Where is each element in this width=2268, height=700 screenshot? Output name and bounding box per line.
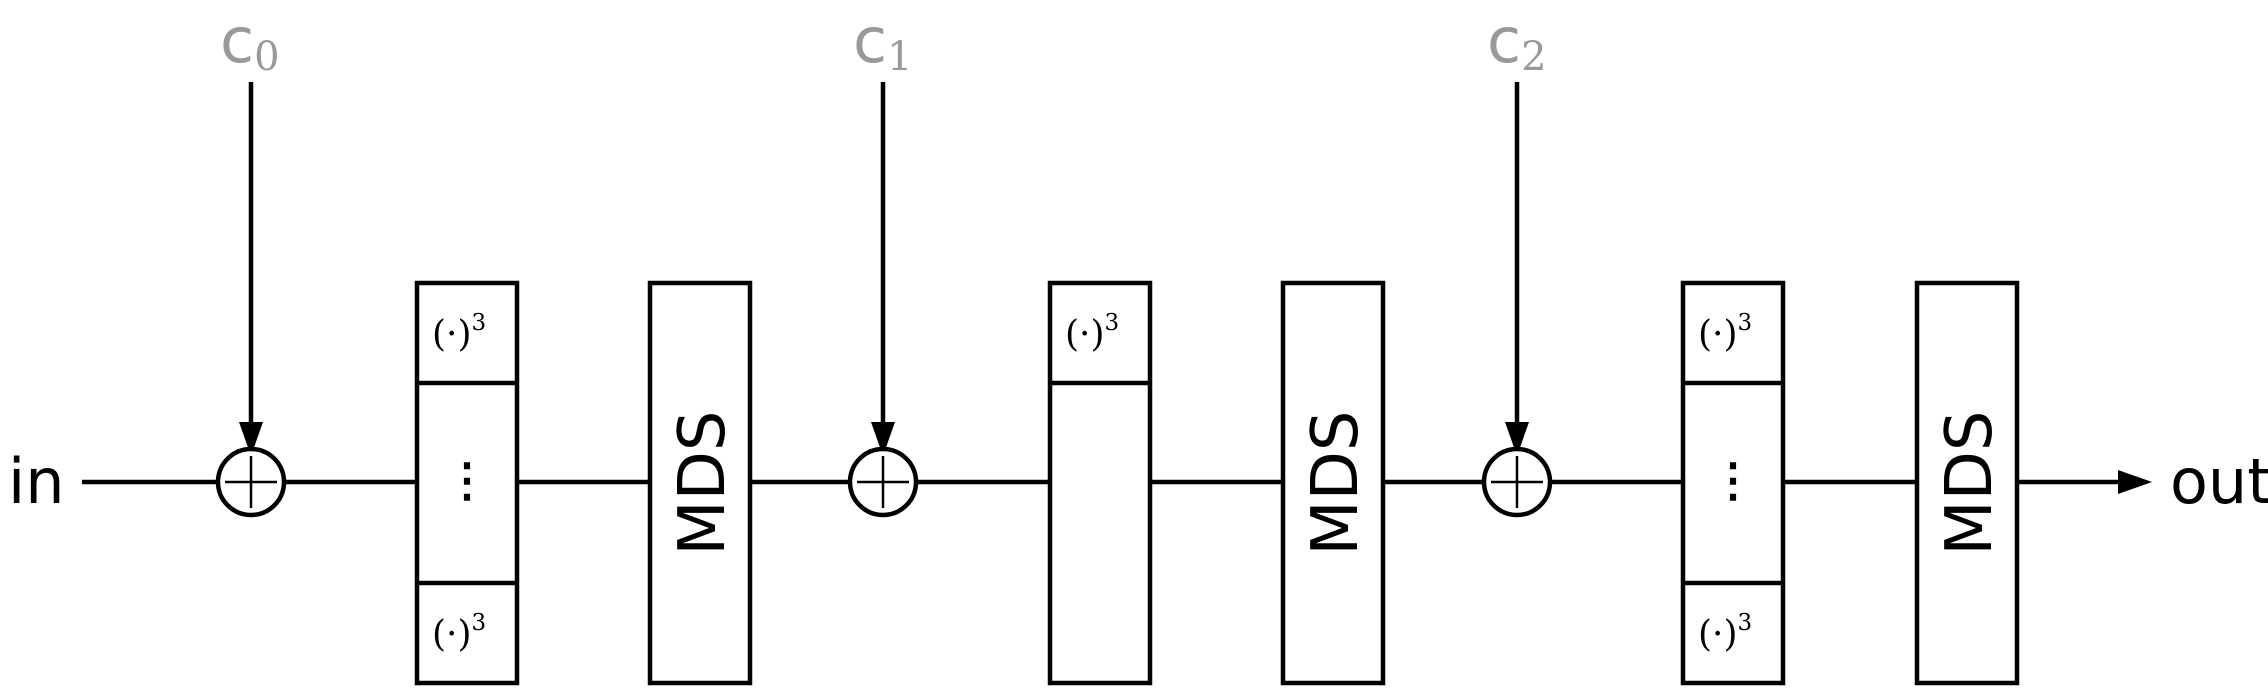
output-label: out (2170, 445, 2268, 518)
output-arrowhead (2118, 470, 2152, 494)
svg-text:c1: c1 (853, 4, 913, 80)
xor-node-1 (215, 446, 287, 518)
xor-node-2 (847, 446, 919, 518)
mds-box-1: MDS (647, 280, 753, 686)
sbox-cube-top: (·)3 (1698, 310, 1752, 355)
svg-text:c2: c2 (1487, 4, 1547, 80)
round-constant-c2: c2 (1487, 4, 1547, 456)
sbox-ellipsis: ⋮ (444, 453, 490, 507)
svg-text:c0: c0 (220, 4, 280, 80)
sbox-cube-bottom: (·)3 (1698, 610, 1752, 655)
sbox-cube-top: (·)3 (1065, 310, 1119, 355)
svg-text:MDS: MDS (1299, 410, 1373, 555)
input-label: in (8, 445, 65, 518)
sbox-ellipsis: ⋮ (1710, 453, 1756, 507)
xor-node-3 (1481, 446, 1553, 518)
sbox-layer-full-1: (·)3 ⋮ (·)3 (414, 280, 520, 686)
sbox-layer-partial: (·)3 (1047, 280, 1153, 686)
mds-box-3: MDS (1914, 280, 2020, 686)
mds-box-2: MDS (1280, 280, 1386, 686)
sbox-cube-bottom: (·)3 (432, 610, 486, 655)
sbox-cube-top: (·)3 (432, 310, 486, 355)
sbox-layer-full-2: (·)3 ⋮ (·)3 (1680, 280, 1786, 686)
svg-text:MDS: MDS (666, 410, 740, 555)
round-constant-c0: c0 (220, 4, 280, 456)
svg-text:MDS: MDS (1933, 410, 2007, 555)
round-constant-c1: c1 (853, 4, 913, 456)
